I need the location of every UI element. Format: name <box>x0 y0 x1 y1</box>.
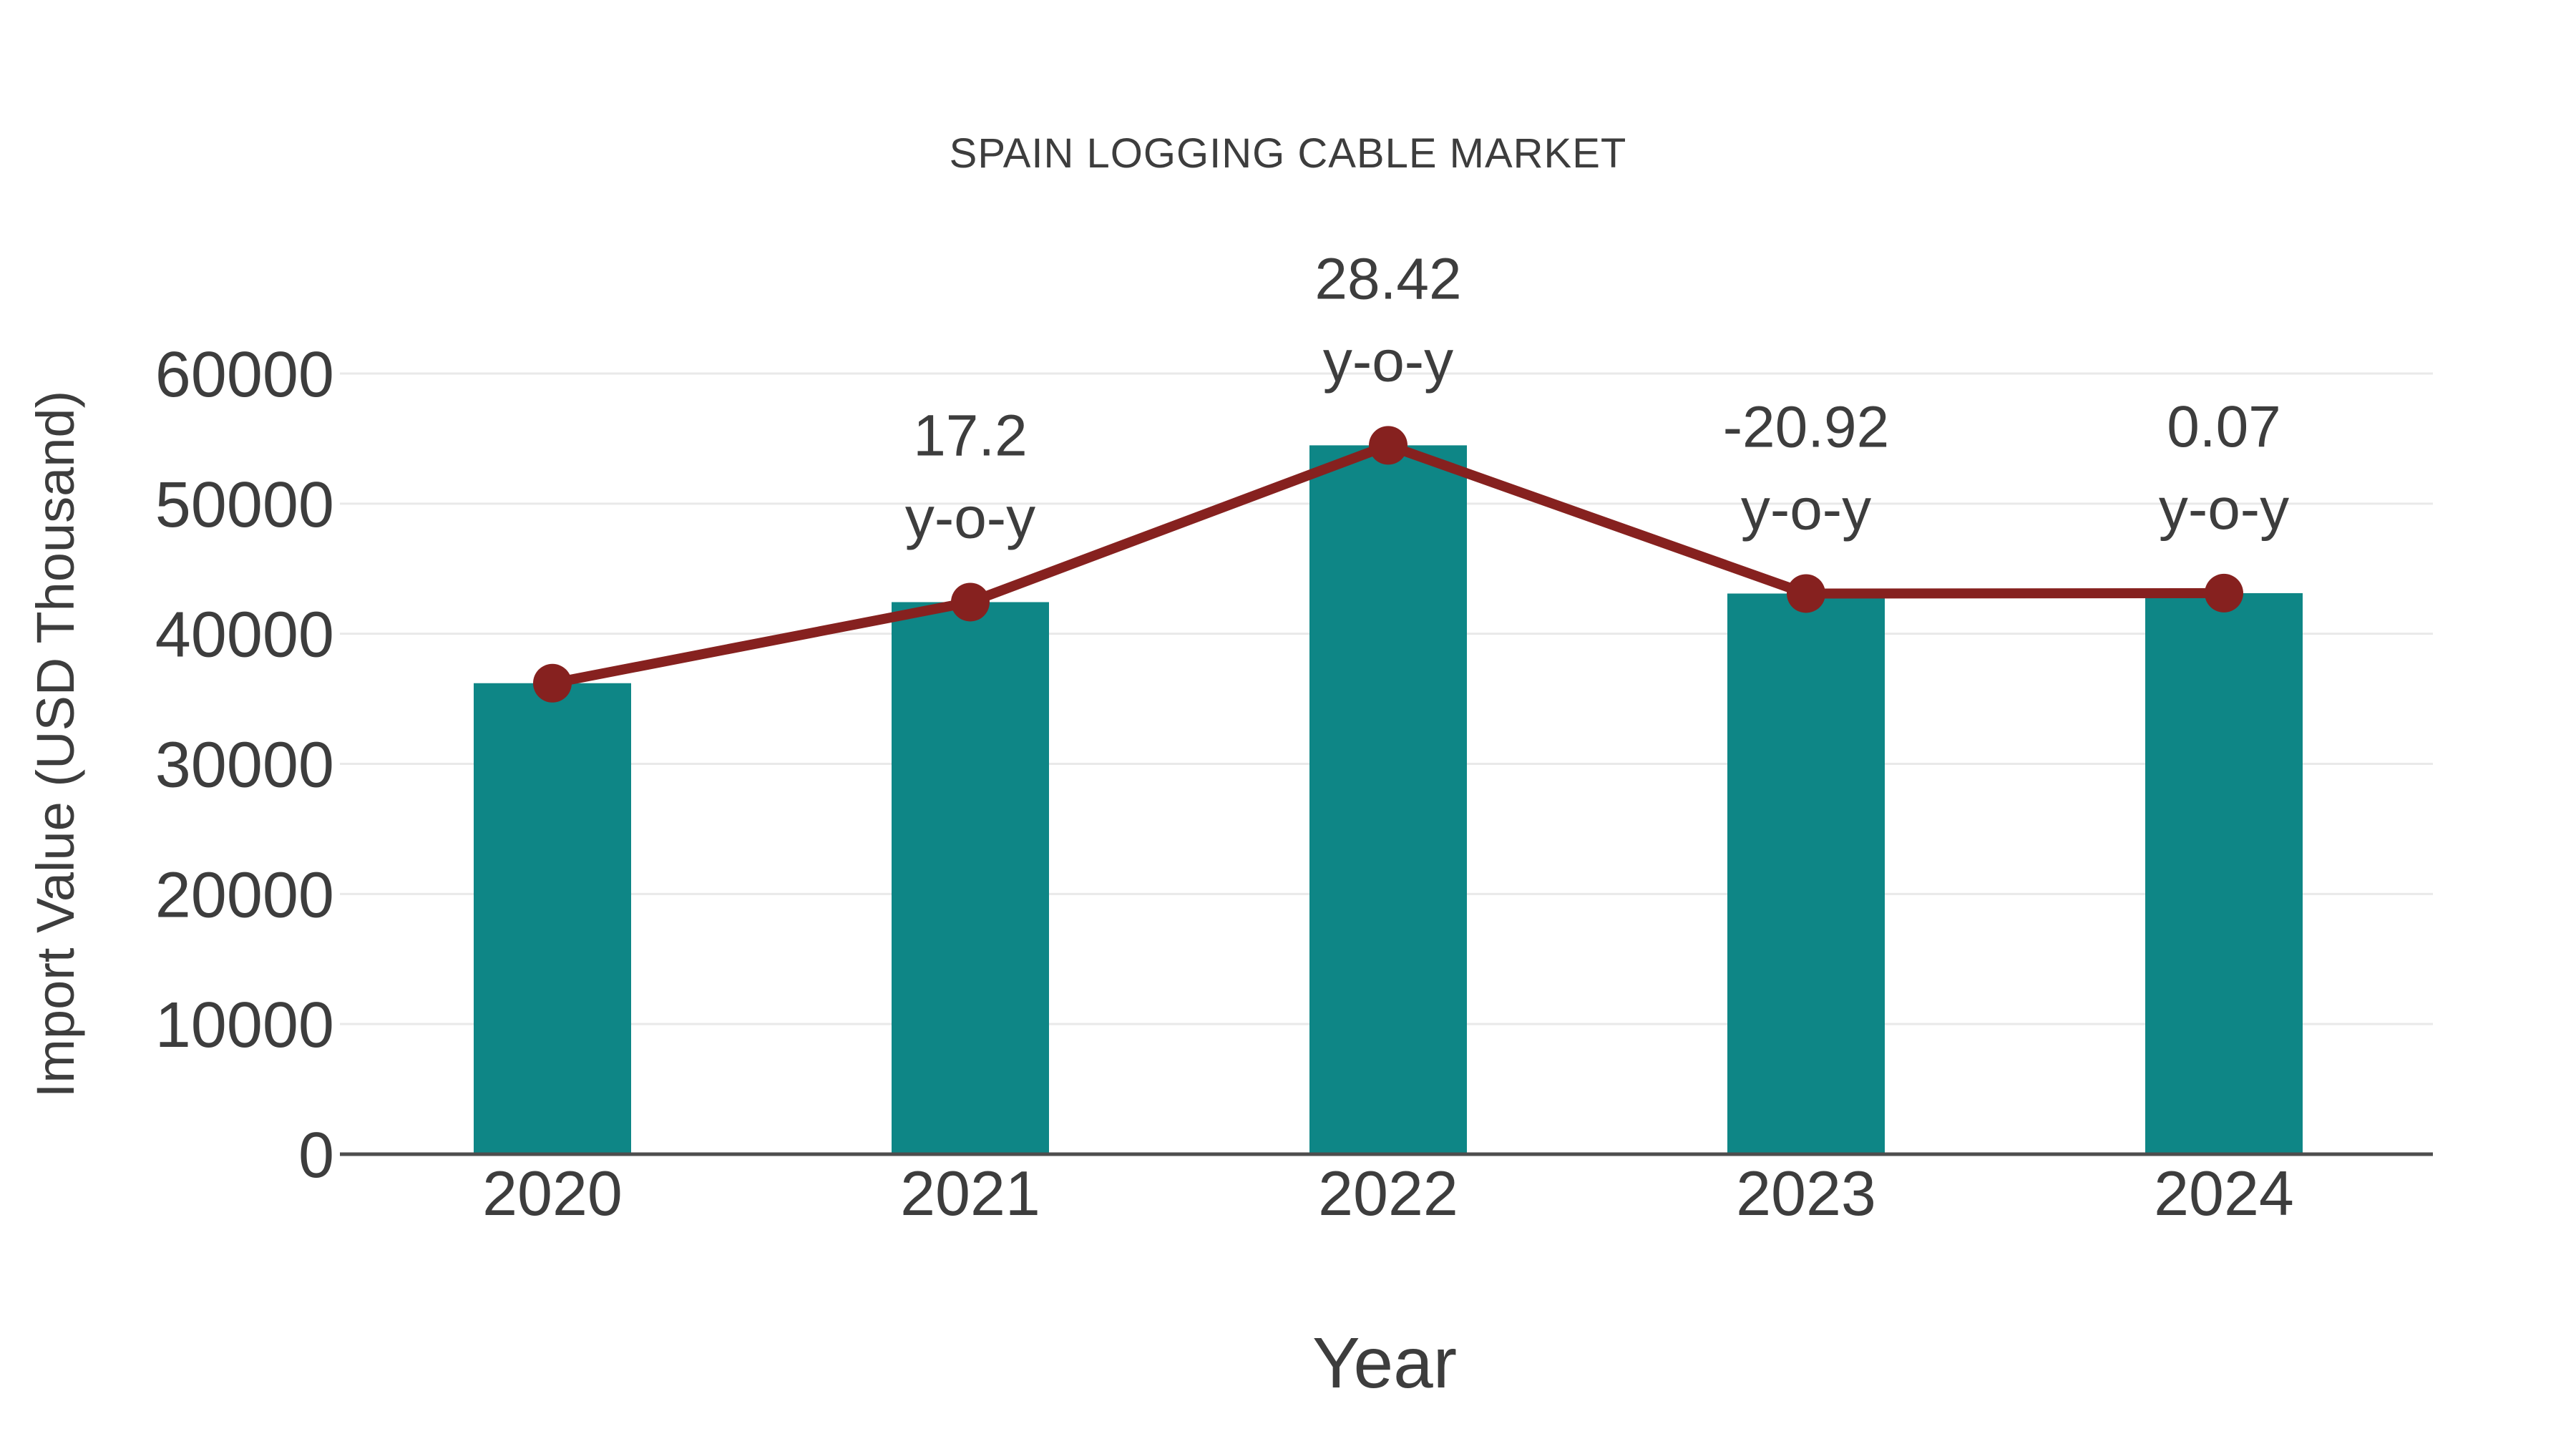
x-tick-label-2024: 2024 <box>2154 1158 2294 1229</box>
y-tick-label: 40000 <box>155 600 334 671</box>
yoy-suffix-2021: y-o-y <box>905 485 1035 550</box>
bar-2021 <box>892 602 1049 1154</box>
yoy-value-2023: -20.92 <box>1723 394 1890 459</box>
y-tick-label: 50000 <box>155 469 334 541</box>
bar-2023 <box>1727 593 1885 1154</box>
y-tick-label: 60000 <box>155 339 334 411</box>
yoy-marker-2020 <box>533 663 572 703</box>
x-tick-label-2020: 2020 <box>482 1158 623 1229</box>
yoy-value-2021: 17.2 <box>913 403 1028 468</box>
bar-2020 <box>474 683 631 1154</box>
x-axis-title: Year <box>1312 1323 1458 1403</box>
x-tick-label-2022: 2022 <box>1318 1158 1458 1229</box>
bar-2024 <box>2145 592 2303 1154</box>
yoy-value-2022: 28.42 <box>1314 246 1461 311</box>
yoy-suffix-2024: y-o-y <box>2159 477 2289 542</box>
yoy-suffix-2023: y-o-y <box>1741 477 1871 542</box>
yoy-marker-2021 <box>951 582 990 622</box>
bar-2022 <box>1309 445 1467 1154</box>
yoy-suffix-2022: y-o-y <box>1323 328 1453 394</box>
yoy-marker-2024 <box>2205 573 2243 613</box>
y-tick-label: 20000 <box>155 859 334 931</box>
yoy-marker-2022 <box>1369 426 1407 465</box>
y-tick-label: 10000 <box>155 990 334 1061</box>
x-tick-label-2021: 2021 <box>900 1158 1040 1229</box>
chart-title: SPAIN LOGGING CABLE MARKET <box>949 130 1627 177</box>
x-tick-label-2023: 2023 <box>1736 1158 1876 1229</box>
yoy-value-2024: 0.07 <box>2167 394 2281 459</box>
y-tick-label: 0 <box>298 1120 334 1191</box>
yoy-marker-2023 <box>1787 574 1825 613</box>
y-tick-label: 30000 <box>155 730 334 801</box>
